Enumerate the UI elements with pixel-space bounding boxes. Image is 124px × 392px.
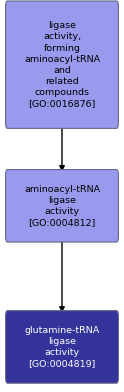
Text: ligase
activity,
forming
aminoacyl-tRNA
and
related
compounds
[GO:0016876]: ligase activity, forming aminoacyl-tRNA … — [24, 21, 100, 108]
FancyBboxPatch shape — [6, 1, 118, 129]
Text: glutamine-tRNA
ligase
activity
[GO:0004819]: glutamine-tRNA ligase activity [GO:00048… — [24, 326, 100, 368]
FancyBboxPatch shape — [6, 170, 118, 242]
FancyBboxPatch shape — [6, 310, 118, 383]
Text: aminoacyl-tRNA
ligase
activity
[GO:0004812]: aminoacyl-tRNA ligase activity [GO:00048… — [24, 185, 100, 227]
